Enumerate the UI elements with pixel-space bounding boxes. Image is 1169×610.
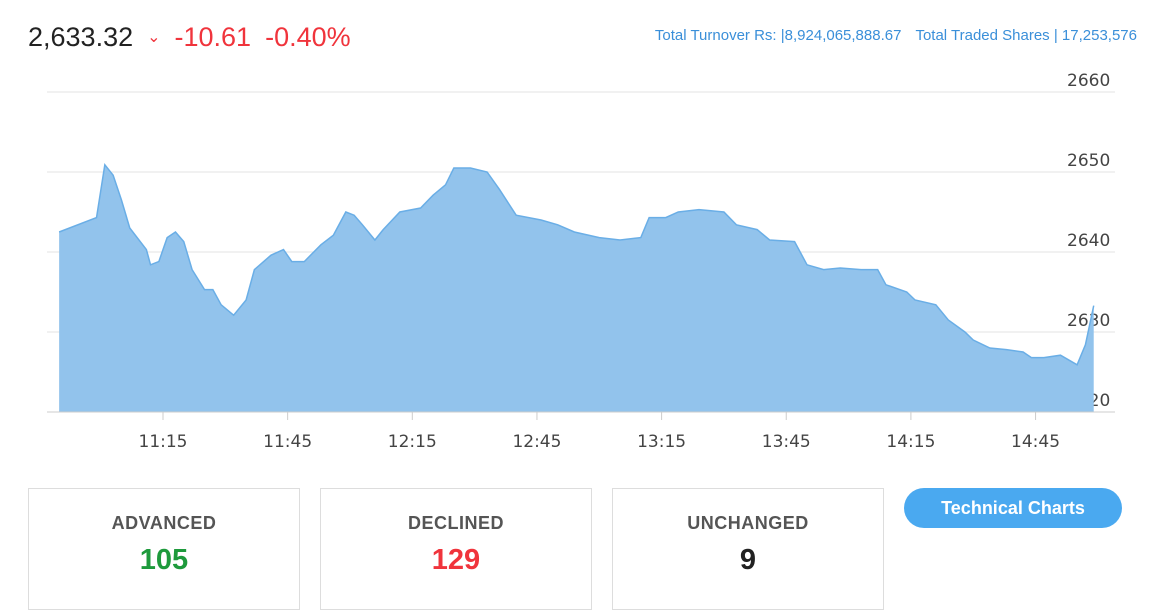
advanced-card: ADVANCED 105	[28, 488, 300, 610]
advanced-label: ADVANCED	[29, 513, 299, 534]
declined-value: 129	[321, 544, 591, 577]
x-tick-label: 12:45	[512, 432, 561, 452]
area-fill	[59, 165, 1094, 412]
unchanged-value: 9	[613, 544, 883, 577]
declined-label: DECLINED	[321, 513, 591, 534]
advanced-value: 105	[29, 544, 299, 577]
declined-card: DECLINED 129	[320, 488, 592, 610]
x-tick-label: 12:15	[388, 432, 437, 452]
technical-charts-button[interactable]: Technical Charts	[904, 488, 1122, 528]
x-tick-label: 13:45	[762, 432, 811, 452]
x-tick-label: 14:15	[886, 432, 935, 452]
unchanged-card: UNCHANGED 9	[612, 488, 884, 610]
x-tick-label: 14:45	[1011, 432, 1060, 452]
x-tick-label: 11:15	[139, 432, 188, 452]
x-tick-label: 11:45	[263, 432, 312, 452]
y-tick-label: 2640	[1067, 231, 1110, 251]
unchanged-label: UNCHANGED	[613, 513, 883, 534]
y-tick-label: 2650	[1067, 151, 1110, 171]
x-tick-label: 13:15	[637, 432, 686, 452]
y-tick-label: 2660	[1067, 71, 1110, 91]
index-chart: 2620263026402650266011:1511:4512:1512:45…	[0, 0, 1169, 470]
